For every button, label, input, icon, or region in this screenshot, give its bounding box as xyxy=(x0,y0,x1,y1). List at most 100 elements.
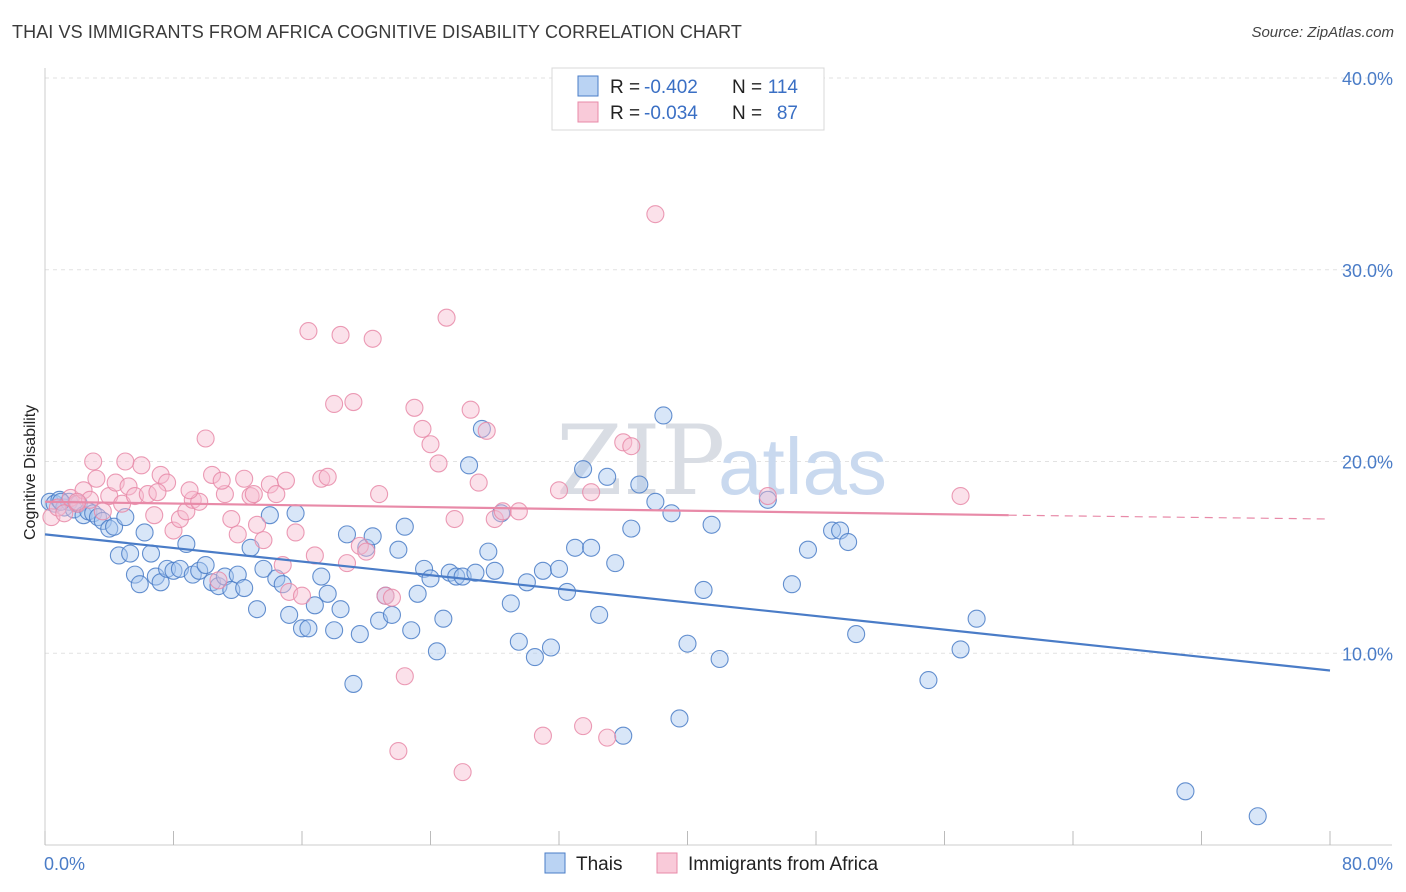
point-africa xyxy=(235,469,254,488)
trend-line-africa-extension xyxy=(1008,514,1331,520)
bottom-legend-swatch-thais xyxy=(544,852,566,874)
point-thais xyxy=(590,605,609,624)
point-thais xyxy=(395,517,414,536)
point-africa xyxy=(247,515,267,534)
point-africa xyxy=(145,506,164,525)
point-africa xyxy=(646,205,665,224)
point-thais xyxy=(247,600,267,619)
point-thais xyxy=(622,519,641,538)
legend-swatch-africa xyxy=(577,101,599,123)
point-africa xyxy=(286,523,305,542)
point-thais xyxy=(654,406,673,425)
point-thais xyxy=(509,632,528,651)
point-africa xyxy=(437,308,456,327)
point-thais xyxy=(847,625,866,644)
point-thais xyxy=(694,580,713,600)
point-africa xyxy=(151,465,170,484)
point-thais xyxy=(292,619,312,638)
point-africa xyxy=(598,728,617,747)
point-africa xyxy=(180,481,199,500)
point-thais xyxy=(344,674,363,693)
point-thais xyxy=(331,600,350,619)
legend-n-value-africa: 87 xyxy=(777,103,798,124)
trend-line-thais xyxy=(44,533,1331,672)
point-africa xyxy=(55,504,74,523)
point-thais xyxy=(758,490,777,509)
point-thais xyxy=(121,544,140,563)
point-thais xyxy=(582,538,601,557)
point-thais xyxy=(967,609,986,628)
point-africa xyxy=(318,467,337,486)
point-thais xyxy=(919,671,938,690)
point-africa xyxy=(382,588,402,607)
point-africa xyxy=(116,452,135,471)
point-thais xyxy=(839,532,858,552)
point-thais xyxy=(630,475,649,494)
point-africa xyxy=(758,486,777,506)
point-thais xyxy=(670,709,689,728)
point-thais xyxy=(427,642,446,661)
point-thais xyxy=(517,573,536,592)
point-thais xyxy=(662,504,681,523)
point-thais xyxy=(408,584,427,603)
point-thais xyxy=(606,554,625,573)
x-tick-label: 80.0% xyxy=(1342,854,1393,874)
point-africa xyxy=(84,452,103,471)
point-africa xyxy=(477,421,496,440)
point-thais xyxy=(93,511,112,530)
point-africa xyxy=(344,393,363,412)
point-thais xyxy=(702,515,721,534)
y-tick-label: 40.0% xyxy=(1342,69,1393,89)
point-thais xyxy=(158,559,177,578)
point-thais xyxy=(350,625,369,644)
point-africa xyxy=(276,471,295,490)
point-africa xyxy=(87,469,106,488)
point-africa xyxy=(228,525,247,544)
point-thais xyxy=(382,605,402,624)
point-africa xyxy=(267,485,286,504)
point-africa xyxy=(376,586,395,605)
point-thais xyxy=(1176,782,1195,801)
point-africa xyxy=(370,485,389,504)
point-thais xyxy=(141,544,161,563)
point-africa xyxy=(158,473,177,492)
point-africa xyxy=(951,486,970,506)
point-africa xyxy=(453,763,472,782)
point-thais xyxy=(614,726,633,745)
point-africa xyxy=(164,521,183,540)
point-thais xyxy=(125,565,144,584)
data-points xyxy=(40,205,1267,826)
point-africa xyxy=(357,542,376,561)
point-thais xyxy=(402,621,421,640)
bottom-legend-swatch-africa xyxy=(656,852,678,874)
point-thais xyxy=(557,582,577,601)
point-thais xyxy=(130,575,149,594)
point-thais xyxy=(421,569,440,588)
point-africa xyxy=(574,717,593,736)
point-africa xyxy=(389,741,408,761)
point-africa xyxy=(582,483,601,502)
point-africa xyxy=(461,400,480,419)
point-thais xyxy=(646,492,665,511)
point-africa xyxy=(549,481,569,500)
point-thais xyxy=(235,579,254,598)
point-thais xyxy=(798,540,818,559)
legend-r-value-africa: -0.034 xyxy=(644,103,698,124)
y-tick-label: 10.0% xyxy=(1342,644,1393,664)
legend: R = -0.402 N = 114 R = -0.034 N = 87 xyxy=(551,67,825,131)
y-tick-label: 20.0% xyxy=(1342,453,1393,473)
point-africa xyxy=(292,586,312,605)
point-thais xyxy=(254,559,273,578)
point-africa xyxy=(244,485,263,504)
point-africa xyxy=(222,509,241,529)
point-thais xyxy=(574,460,593,479)
point-thais xyxy=(459,456,479,475)
point-africa xyxy=(337,554,357,573)
legend-r-value-thais: -0.402 xyxy=(644,77,698,98)
tick-labels: 10.0% 20.0% 30.0% 40.0% 0.0% 80.0% xyxy=(44,69,1393,874)
point-africa xyxy=(196,429,215,448)
point-africa xyxy=(493,502,512,521)
legend-n-value-thais: 114 xyxy=(768,77,799,98)
legend-n-label-thais: N = xyxy=(732,77,762,98)
